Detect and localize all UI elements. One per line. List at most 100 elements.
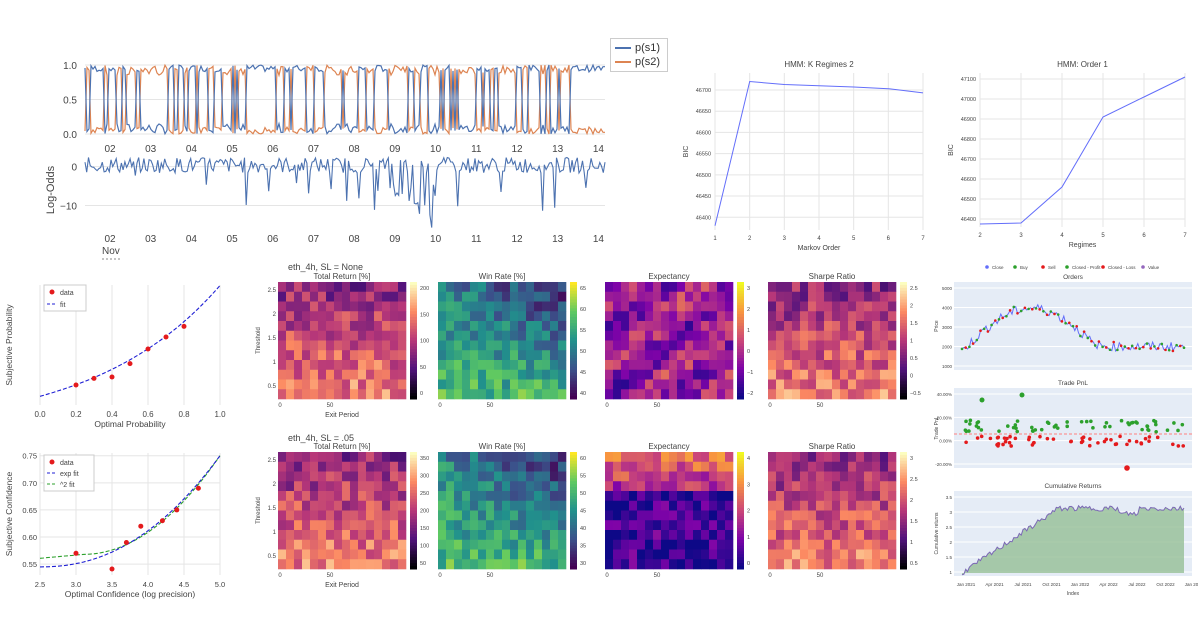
heatmap-cell <box>534 500 543 511</box>
data-point <box>163 334 169 340</box>
colorbar-segment <box>570 372 577 377</box>
heatmap-cell <box>824 481 833 492</box>
heatmap-cell <box>534 350 543 361</box>
y-tick-label: 0.75 <box>22 452 37 461</box>
heatmap-cell <box>518 539 527 550</box>
heatmap-cell <box>800 500 809 511</box>
colorbar-segment <box>737 378 744 382</box>
heatmap-cell <box>358 500 367 511</box>
trade-pnl-point <box>1155 435 1160 440</box>
heatmap-cell <box>792 291 801 302</box>
heatmap-cell <box>478 389 487 400</box>
colorbar-tick-label: 0 <box>910 374 913 380</box>
colorbar-tick-label: 0 <box>420 391 423 397</box>
heatmap-cell <box>685 360 694 371</box>
legend-label: exp fit <box>60 471 79 478</box>
heatmap-cell <box>446 379 455 390</box>
heatmap-cell <box>374 500 383 511</box>
heatmap-cell <box>613 389 622 400</box>
colorbar-segment <box>570 387 577 391</box>
x-tick-label: 1 <box>713 236 717 242</box>
heatmap-cell <box>776 369 785 380</box>
heatmap-cell <box>534 321 543 332</box>
chart-title: HMM: K Regimes 2 <box>784 60 854 69</box>
heatmap-cell <box>848 481 857 492</box>
heatmap-cell <box>390 311 399 322</box>
heatmap-cell <box>725 500 734 511</box>
trade-pnl-point <box>1140 427 1144 432</box>
heatmap-cell <box>558 330 567 341</box>
colorbar-segment <box>570 560 577 564</box>
heatmap-cell <box>494 330 503 341</box>
heatmap-cell <box>486 481 495 492</box>
heatmap-cell <box>613 491 622 502</box>
colorbar-segment <box>410 539 417 544</box>
heatmap-cell <box>494 360 503 371</box>
heatmap-cell <box>725 539 734 550</box>
heatmap-cell <box>816 340 825 351</box>
heatmap-cell <box>382 321 391 332</box>
heatmap-cell <box>494 311 503 322</box>
order-marker <box>1160 342 1164 346</box>
heatmap-cell <box>872 539 881 550</box>
colorbar-segment <box>737 460 744 465</box>
colorbar-segment <box>737 481 744 485</box>
heatmap-cell <box>534 491 543 502</box>
colorbar-tick-label: 0.5 <box>910 356 918 362</box>
heatmap-cell <box>621 389 630 400</box>
heatmap-cell <box>526 291 535 302</box>
heatmap-cell <box>768 301 777 312</box>
heatmap-cell <box>542 539 551 550</box>
heatmap-cell <box>880 539 889 550</box>
colorbar-segment <box>900 495 907 500</box>
data-point <box>109 374 115 380</box>
trade-pnl-point <box>976 425 981 430</box>
y-tick-label: 2.5 <box>268 288 277 294</box>
heatmap-cell <box>685 510 694 521</box>
colorbar-segment <box>410 317 417 321</box>
heatmap-cell <box>792 549 801 560</box>
colorbar-segment <box>737 396 744 400</box>
heatmap-cell <box>808 461 817 472</box>
heatmap-cell <box>550 291 559 302</box>
colorbar-segment <box>410 454 417 459</box>
heatmap-cell <box>872 321 881 332</box>
y-axis-label: Subjective Confidence <box>4 471 14 556</box>
heatmap-cell <box>478 301 487 312</box>
heatmap-cell <box>550 559 559 570</box>
heatmap-cell <box>840 481 849 492</box>
colorbar-segment <box>900 481 907 485</box>
heatmap-cell <box>390 291 399 302</box>
heatmap-cell <box>438 330 447 341</box>
colorbar-segment <box>737 548 744 552</box>
colorbar-segment <box>570 337 577 341</box>
colorbar-tick-label: 45 <box>580 370 586 376</box>
heatmap-cell <box>454 301 463 312</box>
heatmap-cell <box>518 291 527 302</box>
heatmap-cell <box>334 539 343 550</box>
colorbar-segment <box>410 513 417 517</box>
order-marker <box>1053 312 1056 316</box>
heatmap-cell <box>550 481 559 492</box>
heatmap-cell <box>653 452 662 463</box>
colorbar-segment <box>410 378 417 382</box>
heatmap-cell <box>645 530 654 541</box>
heatmap-cell <box>709 379 718 390</box>
heatmap-cell <box>784 452 793 463</box>
heatmap-cell <box>462 461 471 472</box>
heatmap-cell <box>470 379 479 390</box>
heatmap-cell <box>510 379 519 390</box>
heatmap-cell <box>382 360 391 371</box>
heatmap-cell <box>776 301 785 312</box>
colorbar-tick-label: 300 <box>420 474 429 480</box>
heatmap-cell <box>629 301 638 312</box>
order-marker <box>1049 310 1053 313</box>
colorbar-segment <box>737 372 744 377</box>
heatmap-cell <box>784 282 793 293</box>
heatmap-cell <box>808 500 817 511</box>
heatmap-cell <box>653 481 662 492</box>
heatmap-cell <box>278 311 287 322</box>
heatmap-cell <box>872 389 881 400</box>
heatmap-cell <box>438 559 447 570</box>
order-marker <box>1031 307 1034 311</box>
